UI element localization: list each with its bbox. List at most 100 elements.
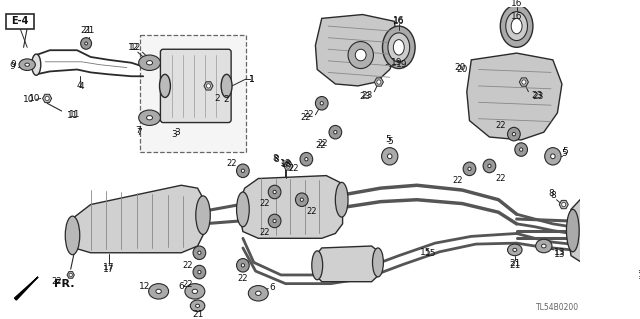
Ellipse shape [520,148,523,151]
Ellipse shape [241,169,244,173]
Polygon shape [15,277,38,300]
Text: 22: 22 [237,274,248,283]
Ellipse shape [221,74,232,98]
Polygon shape [240,175,342,238]
Polygon shape [68,185,204,253]
Ellipse shape [32,54,41,75]
Ellipse shape [198,251,201,255]
Text: 4: 4 [77,81,83,90]
Circle shape [69,273,72,277]
Ellipse shape [316,97,328,110]
Text: 2: 2 [224,95,229,104]
Text: 5: 5 [562,149,568,158]
Ellipse shape [84,42,88,45]
Ellipse shape [383,26,415,69]
Text: 22: 22 [316,141,326,150]
Text: 16: 16 [511,12,522,21]
Circle shape [286,164,291,168]
Text: 22: 22 [51,277,61,286]
Ellipse shape [273,190,276,194]
Text: 23: 23 [532,92,544,101]
Ellipse shape [508,127,520,141]
Text: 22: 22 [182,261,193,270]
Text: 22: 22 [452,176,463,185]
Text: FR.: FR. [54,278,75,289]
Polygon shape [374,78,383,86]
Ellipse shape [500,5,533,47]
Text: 8: 8 [550,191,556,200]
Text: 21: 21 [192,310,204,319]
Ellipse shape [488,164,491,168]
Text: 10: 10 [23,95,35,104]
Text: 12: 12 [131,43,141,52]
Text: 5: 5 [563,147,568,156]
Ellipse shape [193,246,205,260]
Polygon shape [569,195,640,262]
Text: 6: 6 [269,283,275,292]
Text: 9: 9 [11,60,17,69]
Ellipse shape [196,304,200,308]
Text: 2: 2 [214,94,220,103]
Polygon shape [284,162,292,170]
Text: 7: 7 [135,126,141,135]
Polygon shape [204,82,213,90]
Ellipse shape [550,154,555,159]
Text: 20: 20 [456,65,468,74]
Ellipse shape [515,143,527,156]
Ellipse shape [237,164,249,178]
Ellipse shape [483,159,496,173]
Ellipse shape [388,33,410,62]
Ellipse shape [468,167,471,171]
Ellipse shape [147,115,152,120]
Ellipse shape [192,289,198,293]
Ellipse shape [159,74,170,98]
Ellipse shape [193,265,205,279]
Ellipse shape [381,148,398,165]
Ellipse shape [190,300,205,312]
Ellipse shape [139,110,161,125]
Ellipse shape [320,101,323,105]
Text: 21: 21 [81,26,92,35]
Text: 23: 23 [531,91,542,100]
FancyBboxPatch shape [161,49,231,122]
Text: 5: 5 [387,137,392,146]
Ellipse shape [65,216,80,255]
Polygon shape [559,200,568,209]
Text: 22: 22 [300,113,310,122]
Ellipse shape [148,284,168,299]
Text: 22: 22 [259,228,270,237]
Text: 1: 1 [249,75,255,84]
Text: 10: 10 [29,94,40,103]
Text: 4: 4 [79,82,84,91]
FancyBboxPatch shape [6,14,33,29]
Text: 22: 22 [182,280,193,289]
Polygon shape [67,271,74,278]
Text: 22: 22 [317,139,328,148]
Text: 6: 6 [179,282,184,291]
Text: 22: 22 [495,121,506,130]
Text: 14: 14 [638,272,640,281]
Ellipse shape [541,244,546,248]
Polygon shape [316,15,399,86]
Ellipse shape [463,162,476,175]
Text: 15: 15 [425,249,436,258]
Text: 17: 17 [103,265,115,274]
Text: 23: 23 [362,91,372,100]
Text: 23: 23 [360,92,371,101]
Text: 15: 15 [420,248,432,257]
Text: 22: 22 [303,110,314,119]
Polygon shape [43,94,52,103]
Ellipse shape [185,284,205,299]
Text: 12: 12 [140,282,150,291]
Text: 21: 21 [509,259,520,268]
Text: 1: 1 [249,75,255,84]
Ellipse shape [335,182,348,217]
Ellipse shape [196,196,211,234]
Text: 22: 22 [259,199,270,208]
Text: 14: 14 [638,271,640,279]
Ellipse shape [513,248,516,251]
Ellipse shape [508,244,522,256]
Ellipse shape [536,239,552,253]
Circle shape [207,84,211,88]
Text: 19: 19 [396,60,407,69]
